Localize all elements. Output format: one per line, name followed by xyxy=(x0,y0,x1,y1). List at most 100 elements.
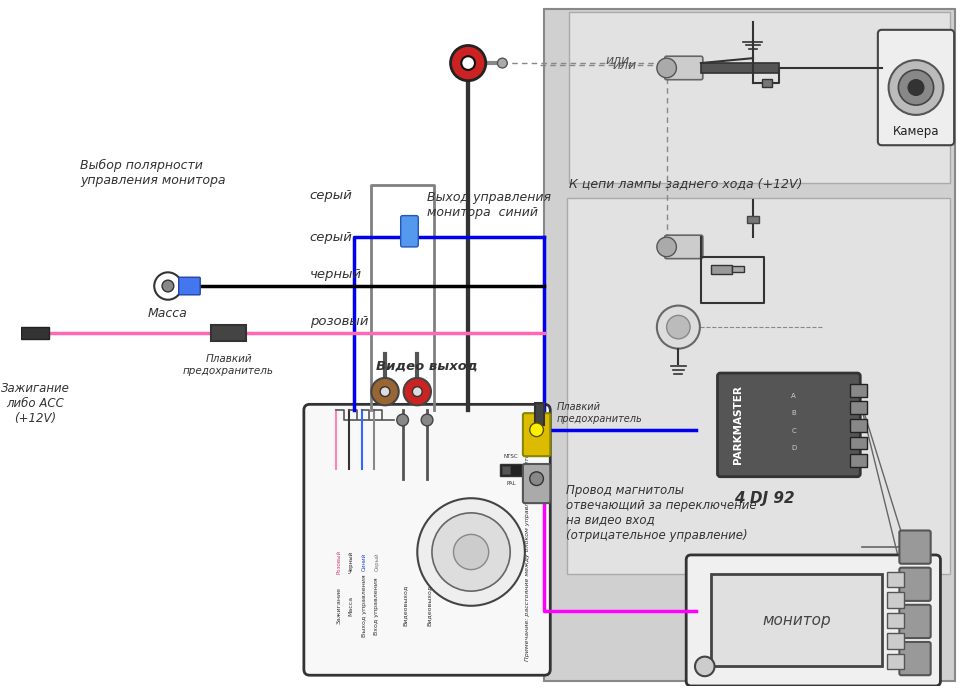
Text: монитор: монитор xyxy=(762,613,831,628)
FancyBboxPatch shape xyxy=(664,235,703,259)
Circle shape xyxy=(162,280,174,292)
Circle shape xyxy=(453,535,489,569)
Circle shape xyxy=(432,513,510,591)
Bar xyxy=(747,215,758,224)
FancyBboxPatch shape xyxy=(524,564,549,599)
Text: серый: серый xyxy=(310,189,352,201)
Bar xyxy=(535,404,544,425)
Text: розовый: розовый xyxy=(310,315,369,328)
FancyBboxPatch shape xyxy=(900,530,930,564)
Bar xyxy=(887,633,904,649)
Circle shape xyxy=(530,472,543,486)
Text: PAL: PAL xyxy=(506,481,516,486)
Text: Вход управления: Вход управления xyxy=(374,577,379,634)
Bar xyxy=(887,613,904,628)
Text: D: D xyxy=(791,445,797,452)
Text: Плавкий
предохранитель: Плавкий предохранитель xyxy=(557,402,643,424)
Circle shape xyxy=(418,498,525,606)
Circle shape xyxy=(889,60,944,115)
FancyBboxPatch shape xyxy=(305,466,330,501)
Bar xyxy=(887,572,904,587)
Circle shape xyxy=(403,378,431,406)
Circle shape xyxy=(695,657,714,676)
Text: Масса: Масса xyxy=(148,307,188,320)
Text: PARKMASTER: PARKMASTER xyxy=(733,385,743,464)
Bar xyxy=(21,327,49,339)
Bar xyxy=(211,325,246,341)
Bar xyxy=(500,464,522,476)
Bar xyxy=(732,266,744,273)
FancyBboxPatch shape xyxy=(523,413,550,456)
Text: Масса: Масса xyxy=(348,596,354,616)
Bar xyxy=(544,9,955,681)
Text: Выбор полярности
управления монитора: Выбор полярности управления монитора xyxy=(80,158,226,187)
Circle shape xyxy=(396,414,409,426)
Text: Выход управления: Выход управления xyxy=(362,574,367,637)
Text: Плавкий
предохранитель: Плавкий предохранитель xyxy=(183,355,274,376)
Bar xyxy=(710,574,882,666)
Bar xyxy=(701,63,780,73)
Circle shape xyxy=(530,423,543,436)
Text: черный: черный xyxy=(310,268,362,281)
Text: или: или xyxy=(605,54,630,67)
FancyBboxPatch shape xyxy=(900,642,930,675)
FancyBboxPatch shape xyxy=(304,404,550,675)
Circle shape xyxy=(372,378,398,406)
Circle shape xyxy=(899,70,933,105)
Circle shape xyxy=(908,79,924,95)
Text: К цепи лампы заднего хода (+12V): К цепи лампы заднего хода (+12V) xyxy=(569,177,803,190)
Bar xyxy=(710,265,732,275)
Text: Примечание: расстояние между блоком управления и монитором > 0.7м: Примечание: расстояние между блоком упра… xyxy=(525,418,530,661)
Text: NTSC: NTSC xyxy=(504,454,518,459)
Text: Камера: Камера xyxy=(893,125,939,138)
FancyBboxPatch shape xyxy=(400,215,419,247)
Bar xyxy=(502,466,510,474)
Text: Синий: Синий xyxy=(362,553,367,571)
Text: C: C xyxy=(791,428,796,434)
Bar xyxy=(887,654,904,669)
Text: Видеовыход: Видеовыход xyxy=(427,585,432,627)
Text: или: или xyxy=(612,59,637,72)
Text: Видео выход: Видео выход xyxy=(376,360,478,373)
Circle shape xyxy=(380,387,390,397)
Text: Серый: Серый xyxy=(374,553,379,571)
FancyBboxPatch shape xyxy=(664,56,703,79)
Text: 4 DJ 92: 4 DJ 92 xyxy=(734,491,795,506)
Bar xyxy=(850,401,867,414)
Circle shape xyxy=(657,58,677,78)
Text: серый: серый xyxy=(310,231,352,244)
Text: Зажигание: Зажигание xyxy=(336,588,341,625)
FancyBboxPatch shape xyxy=(686,555,941,686)
Text: Видеовыход: Видеовыход xyxy=(402,585,408,627)
Bar xyxy=(569,13,950,183)
Bar xyxy=(887,592,904,608)
Bar xyxy=(850,454,867,467)
Circle shape xyxy=(450,45,486,81)
Bar xyxy=(850,384,867,397)
FancyBboxPatch shape xyxy=(179,277,201,295)
FancyBboxPatch shape xyxy=(305,564,330,599)
Circle shape xyxy=(497,58,507,68)
Bar xyxy=(850,419,867,431)
Text: A: A xyxy=(791,392,796,399)
Circle shape xyxy=(413,387,422,397)
FancyBboxPatch shape xyxy=(523,464,550,503)
FancyBboxPatch shape xyxy=(717,373,860,477)
Circle shape xyxy=(666,315,690,339)
Text: Зажигание
либо АСС
(+12V): Зажигание либо АСС (+12V) xyxy=(1,382,69,425)
Bar xyxy=(762,79,772,86)
FancyBboxPatch shape xyxy=(524,466,549,501)
Text: Черный: Черный xyxy=(348,551,354,573)
FancyBboxPatch shape xyxy=(900,605,930,638)
Text: B: B xyxy=(791,410,796,416)
Circle shape xyxy=(155,273,181,300)
Text: Выход управления
монитора  синий: Выход управления монитора синий xyxy=(427,191,551,219)
Text: Провод магнитолы
отвечающий за переключение
на видео вход
(отрицательное управле: Провод магнитолы отвечающий за переключе… xyxy=(566,484,756,542)
FancyBboxPatch shape xyxy=(877,30,954,145)
Text: Розовый: Розовый xyxy=(336,550,341,574)
Bar xyxy=(567,198,950,574)
Circle shape xyxy=(657,305,700,348)
Bar xyxy=(850,436,867,450)
Circle shape xyxy=(421,414,433,426)
Circle shape xyxy=(657,237,677,256)
